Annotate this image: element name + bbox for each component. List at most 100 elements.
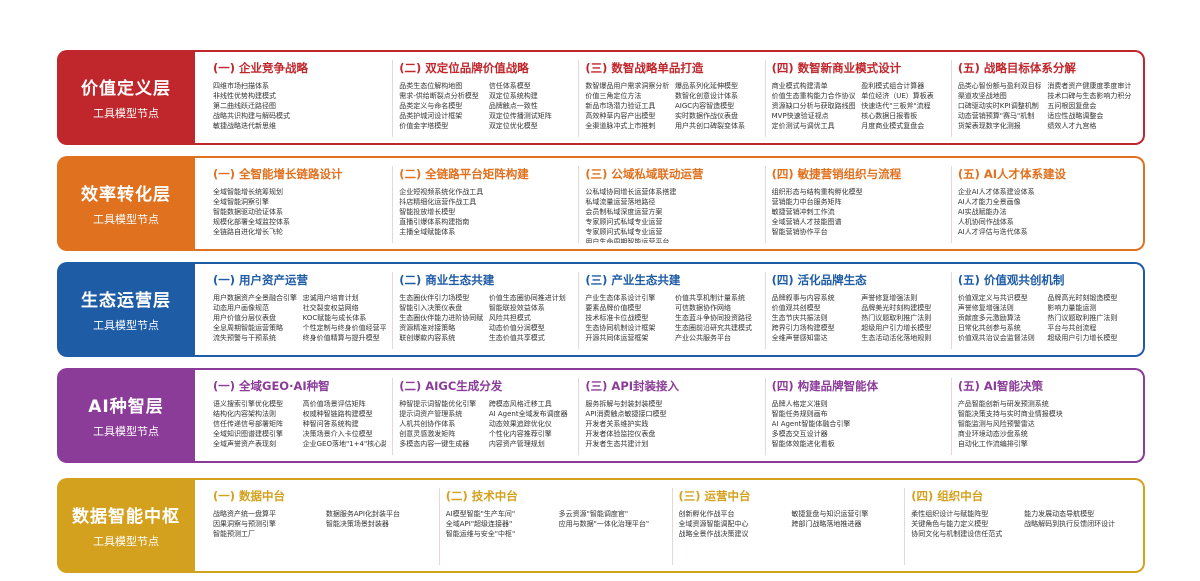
tool-item: 多云资源"智能调度官": [558, 510, 629, 518]
tool-item: 种智提示词智能优化引擎: [399, 400, 477, 408]
tool-item: 货架表现数字化测报: [957, 122, 1021, 130]
module-heading: (一) 全智能增长链路设计: [213, 167, 343, 181]
tool-item: 风险共担模式: [488, 314, 531, 322]
item-list: 品类生态位解构地图 需求-供给断裂点分析模型 品类定义与命名模型 品类护城河设计框架价…: [399, 81, 572, 131]
module-column: (三) 数智战略单品打造数智爆品用户需求洞察分析系统价值三角定位方法新品市场潜力…: [579, 60, 766, 137]
tool-item: 营销能力中台服务矩阵: [771, 198, 842, 206]
tool-item: 关键角色与能力定义模型: [911, 520, 989, 528]
item-group: 种智提示词智能优化引擎 提示词资产管理系统 人机共创协作体系 创意灵感激发矩阵 多模态内…: [399, 399, 483, 449]
tool-item: 人机共创协作体系: [399, 420, 456, 428]
item-list: 品类心智份额与盈利双目标模型渠道攻坚战地图口碑驱动实时KPI调整机制动态营销预算…: [958, 81, 1131, 131]
tool-item: 实时数据作战仪表盘: [675, 112, 739, 120]
tool-item: 会员制私域深度运营方案: [585, 208, 663, 216]
tool-item: 私域流量运营落地路径: [585, 198, 656, 206]
tool-item: 智能投放增长模型: [399, 208, 456, 216]
module-heading: (一) 用户资产运营: [213, 273, 309, 287]
tool-item: 全域资源智能调配中心: [678, 520, 749, 528]
tool-item: KOC赋能与成长体系: [302, 314, 367, 322]
tool-item: 非线性优势构建模式: [213, 92, 276, 100]
module-column: (五) 价值观共创机制 价值观定义与共识模型 声誉修复增强法则 贡献度多元激励算法 日常…: [952, 272, 1137, 349]
item-list: 企业AI人才体系建设体系 AI人才能力全景画像 AI实战赋能办法 人机协同作战体系 AI…: [958, 187, 1131, 237]
tool-item: 直播引爆体系构建指南: [399, 218, 470, 226]
item-group: 柔性组织设计与赋能阵型 关键角色与能力定义模型 协同文化与机制建设信任范式: [911, 509, 1018, 539]
tool-item: 企业GEO落地"1+4"核心路径: [302, 440, 387, 448]
module-column: (二) AIGC生成分发种智提示词智能优化引擎 提示词资产管理系统 人机共创协作体系…: [393, 378, 580, 455]
tool-item: 用户价值分层仪表盘: [213, 314, 276, 322]
tool-item: 服务拆解与封装封装模型: [585, 400, 663, 408]
tool-item: AI实战赋能办法: [957, 208, 1007, 216]
tool-item: 高效种草内容产出模型: [585, 112, 656, 120]
tool-item: 应用与数据"一体化治理平台": [558, 520, 650, 528]
tool-item: 动态价值分润模型: [488, 324, 545, 332]
tool-item: 技术标准卡位战模型: [585, 314, 649, 322]
module-column: (二) 双定位品牌价值战略 品类生态位解构地图 需求-供给断裂点分析模型 品类定义与命…: [393, 60, 580, 137]
tool-item: 盈利模式组合计算器: [861, 82, 925, 90]
item-group: 语义搜索引擎优化模型 结构化内容架构法则 信任传递信号部署矩阵 全域知识图谱建模引擎全…: [213, 399, 297, 449]
module-heading: (二) 技术中台: [445, 489, 518, 503]
module-heading: (二) 全链路平台矩阵构建: [399, 167, 529, 181]
tool-item: 热门议题取利推广法则: [861, 314, 932, 322]
tool-item: 终身价值精算与提升模型: [302, 334, 380, 342]
item-group: 爆品系列化延伸模型 数智化创意设计体系 AIGC内容智造模型 实时数据作战仪表盘 用户共…: [675, 81, 759, 131]
layer-panel: (一) 全智能增长链路设计全域智能增长统筹规划 全域智能洞察引擎 智能数据驱动验证体…: [195, 156, 1145, 251]
tool-item: 生态节庆共振法则: [771, 314, 828, 322]
tool-item: 全域营销人才技能图谱: [771, 218, 842, 226]
item-list: 品牌人格定义准则 智能任务规则画布 AI Agent智能体融合引擎 多模态交互设计器智…: [772, 399, 945, 449]
tool-item: 智能预测工厂: [213, 530, 255, 538]
tool-item: 要素品牌价值模型: [585, 304, 642, 312]
tool-item: 权威种智链路构建模型: [302, 410, 373, 418]
tool-item: 个性定制与终身价值经营平台: [302, 324, 387, 332]
tool-item: 因果洞察与预测引擎: [213, 520, 276, 528]
layer-panel: (一) 用户资产运营 用户数据资产全景融合引擎 动态用户画像规范 用户价值分层仪表盘全…: [195, 262, 1145, 357]
module-heading: (二) AIGC生成分发: [399, 379, 503, 393]
tool-item: 生态圈伙伴能力进阶协同赋能: [399, 314, 483, 322]
tool-item: 品牌美光时刻构建模型: [861, 304, 932, 312]
tool-item: 品类生态位解构地图: [399, 82, 463, 90]
tool-item: 价值共享机制计量系统: [675, 294, 746, 302]
tool-item: 开发者生态共建计划: [585, 440, 649, 448]
layer-panel: (一) 企业竞争战略 四维市场扫描体系 非线性优势构建模式 第二曲线跃迁路径图 战略共识…: [195, 50, 1145, 145]
item-group: 品类生态位解构地图 需求-供给断裂点分析模型 品类定义与命名模型 品类护城河设计框架价…: [399, 81, 483, 131]
tool-item: 快速迭代"三板斧"流程: [861, 102, 931, 110]
layer-label: 效率转化层 工具模型节点: [57, 156, 195, 251]
tool-item: 信任传递信号部署矩阵: [213, 420, 283, 428]
tool-item: 高价值场景评估矩阵: [302, 400, 366, 408]
item-group: 组织形态与结构重构孵化模型 营销能力中台服务矩阵 敏捷营销冲刺工作流 全域营销人才技能…: [772, 187, 945, 237]
item-group: 四维市场扫描体系 非线性优势构建模式 第二曲线跃迁路径图 战略共识构建与解码模式 敏捷战…: [213, 81, 386, 131]
module-heading: (一) 全域GEO·AI种智: [213, 379, 330, 393]
module-heading: (五) 价值观共创机制: [957, 273, 1065, 287]
layer-label: 生态运营层 工具模型节点: [57, 262, 195, 357]
item-group: 全域智能增长统筹规划 全域智能洞察引擎 智能数据驱动验证体系 规模化部署全域监控体系全…: [213, 187, 386, 237]
tool-item: 全息周期智能运营策略: [213, 324, 283, 332]
tool-item: 种智问答系统构建: [302, 420, 359, 428]
layer-title: 效率转化层: [81, 185, 171, 205]
module-heading: (三) 公域私域联动运营: [585, 167, 704, 181]
layer-row: 价值定义层 工具模型节点 (一) 企业竞争战略 四维市场扫描体系 非线性优势构建模式 第二…: [57, 50, 1145, 145]
module-heading: (一) 数据中台: [213, 489, 286, 503]
tool-item: 价值金字塔模型: [399, 122, 449, 130]
tool-item: 商业模式构建清单: [771, 82, 828, 90]
tool-item: 敏捷战略迭代新思维: [213, 122, 276, 130]
item-list: 产业生态体系设计引擎 要素品牌价值模型 技术标准卡位战模型 生态协同机制设计框架 开源共…: [585, 293, 758, 343]
module-column: (三) API封装接入 服务拆解与封装封装模型 API消费触点敏捷接口模型 开发者关系…: [579, 378, 766, 455]
tool-item: 动态营销预算"赛马"机制: [957, 112, 1035, 120]
item-group: 数智爆品用户需求洞察分析系统价值三角定位方法新品市场潜力验证工具高效种草内容产出…: [585, 81, 669, 131]
tool-item: 内容资产管理规划: [488, 440, 545, 448]
item-group: 数据服务API化封装平台 智能决策场景封装器: [326, 509, 433, 539]
tool-item: 需求-供给断裂点分析模型: [399, 92, 479, 100]
module-column: (五) AI智能决策 产品智能创新与研发预测系统 智能决策支持与实时商业情报模块 智能…: [952, 378, 1137, 455]
tool-item: 核心数据日报看板: [861, 112, 918, 120]
module-column: (一) 全域GEO·AI种智语义搜索引擎优化模型 结构化内容架构法则 信任传递信号部…: [207, 378, 394, 455]
tool-item: 产品智能创新与研发预测系统: [957, 400, 1049, 408]
layer-title: AI种智层: [88, 397, 164, 417]
item-list: 四维市场扫描体系 非线性优势构建模式 第二曲线跃迁路径图 战略共识构建与解码模式 敏捷战…: [213, 81, 386, 131]
layer-title: 数据智能中枢: [72, 507, 180, 527]
tool-item: 数智爆品用户需求洞察分析系统: [585, 82, 670, 90]
tool-item: 生态圈前沿研究共建模式: [675, 324, 753, 332]
tool-item: 组织形态与结构重构孵化模型: [771, 188, 863, 196]
tool-item: 战略全景作战决策建议: [678, 530, 749, 538]
layer-panel: (一) 数据中台 战略资产统一盘算平 因果洞察与预测引擎 智能预测工厂 数据服务API化…: [195, 478, 1145, 573]
tool-item: 全域声誉资产表现刻: [213, 440, 276, 448]
item-list: 企业短视频系统化作战工具 抖店精细化运营作战工具 智能投放增长模型 直播引爆体系构建指…: [399, 187, 572, 237]
